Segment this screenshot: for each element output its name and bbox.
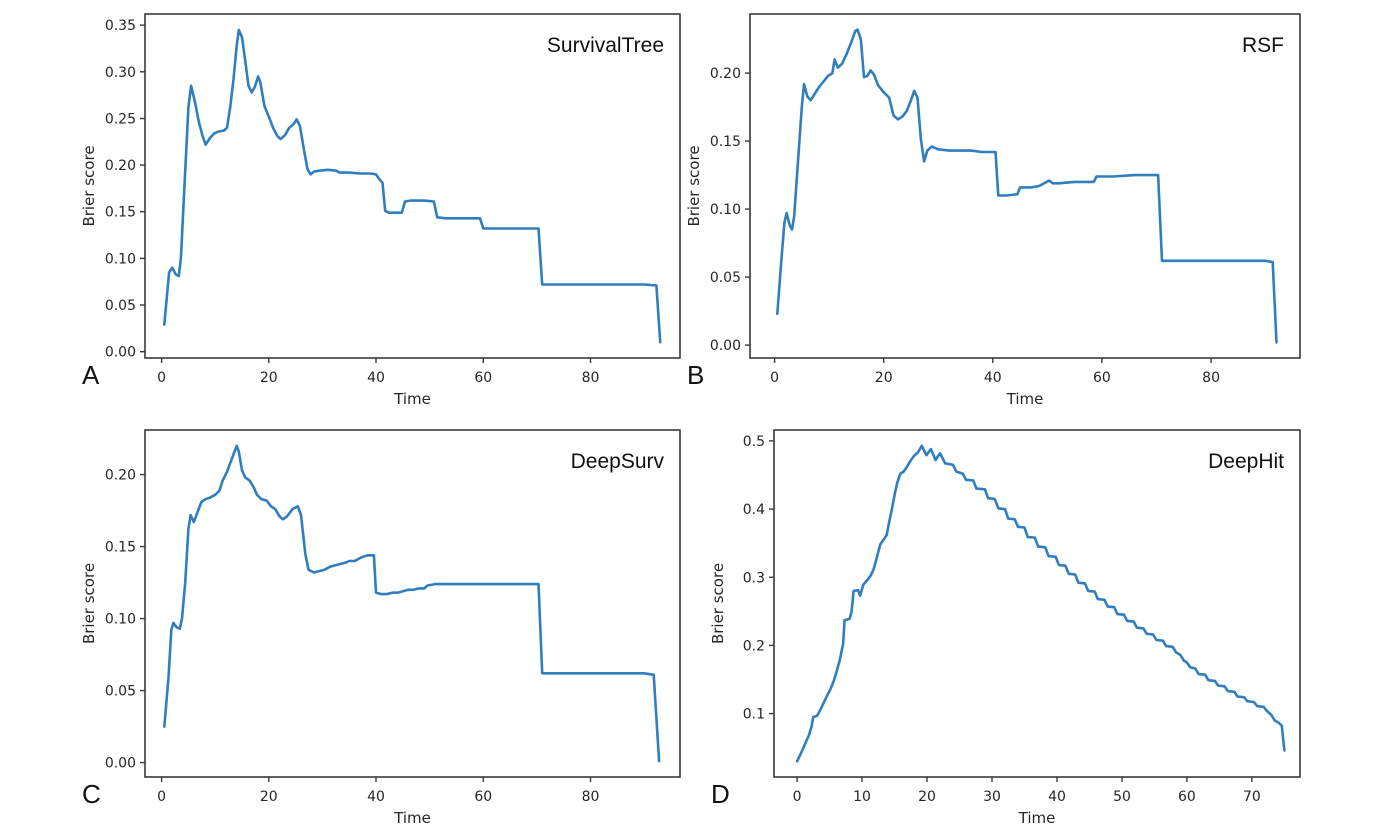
y-tick-label: 0.15 (105, 540, 136, 556)
y-tick-label: 0.15 (105, 205, 136, 221)
x-tick-label: 20 (260, 789, 278, 805)
plot-border (144, 13, 681, 359)
x-tick-label: 60 (474, 370, 492, 386)
panel-letter: B (687, 360, 704, 390)
y-tick-label: 0.5 (743, 434, 765, 450)
plot-border (773, 429, 1301, 778)
y-tick-label: 0.05 (105, 684, 136, 700)
plot-border (144, 429, 681, 778)
panel-B: 0 20 40 60 80 0.00 0.05 0.10 0.15 0.20 Time Brier s… (685, 13, 1301, 408)
x-tick-label: 60 (1093, 370, 1111, 386)
y-tick-label: 0.05 (105, 298, 136, 314)
x-tick-label: 70 (1243, 789, 1261, 805)
panel-D: 0 10 20 30 40 50 60 70 0.1 0.2 0.3 0.4 0.5 Time Brier … (709, 429, 1301, 827)
y-tick-label: 0.20 (710, 66, 741, 82)
x-tick-label: 60 (474, 789, 492, 805)
panel-letter: C (82, 779, 101, 809)
x-tick-label: 20 (875, 370, 893, 386)
x-tick-label: 80 (1202, 370, 1220, 386)
y-tick-label: 0.15 (710, 134, 741, 150)
panel-letter: D (711, 779, 730, 809)
x-axis-label: Time (393, 809, 431, 827)
panel-title: DeepHit (1208, 450, 1284, 473)
x-tick-label: 20 (260, 370, 278, 386)
x-tick-label: 40 (1048, 789, 1066, 805)
y-tick-label: 0.2 (743, 638, 765, 654)
x-axis-label: Time (1006, 390, 1044, 408)
y-tick-label: 0.00 (710, 338, 741, 354)
x-tick-label: 30 (983, 789, 1001, 805)
x-tick-label: 0 (157, 370, 166, 386)
panel-A: 0 20 40 60 80 0.00 0.05 0.10 0.15 0.20 0.25 0.30 0.3… (80, 13, 681, 408)
y-tick-label: 0.10 (105, 612, 136, 628)
plot-border (749, 13, 1301, 359)
y-axis-label: Brier score (80, 563, 98, 644)
x-tick-label: 40 (367, 370, 385, 386)
x-axis-label: Time (393, 390, 431, 408)
panel-title: RSF (1242, 34, 1284, 57)
line-series-SurvivalTree (163, 28, 662, 344)
x-tick-label: 80 (582, 370, 600, 386)
y-tick-label: 0.05 (710, 270, 741, 286)
x-tick-label: 40 (984, 370, 1002, 386)
y-tick-label: 0.3 (743, 570, 765, 586)
panel-title: SurvivalTree (547, 34, 664, 57)
y-tick-label: 0.30 (105, 65, 136, 81)
x-axis-label: Time (1018, 809, 1056, 827)
y-axis-label: Brier score (80, 145, 98, 226)
x-tick-label: 20 (918, 789, 936, 805)
x-tick-label: 80 (582, 789, 600, 805)
x-tick-label: 10 (853, 789, 871, 805)
y-tick-label: 0.10 (105, 251, 136, 267)
y-tick-label: 0.1 (743, 707, 765, 723)
x-tick-label: 60 (1178, 789, 1196, 805)
y-tick-label: 0.20 (105, 468, 136, 484)
line-series-DeepSurv (163, 444, 661, 763)
y-tick-label: 0.25 (105, 112, 136, 128)
y-tick-label: 0.00 (105, 345, 136, 361)
y-tick-label: 0.4 (743, 502, 765, 518)
x-tick-label: 40 (367, 789, 385, 805)
x-tick-label: 0 (157, 789, 166, 805)
y-axis-label: Brier score (685, 145, 703, 226)
panel-C: 0 20 40 60 80 0.00 0.05 0.10 0.15 0.20 Time Brier s… (80, 429, 681, 827)
y-tick-label: 0.10 (710, 202, 741, 218)
y-tick-label: 0.00 (105, 756, 136, 772)
y-tick-label: 0.35 (105, 18, 136, 34)
y-axis-label: Brier score (709, 563, 727, 644)
x-tick-label: 0 (793, 789, 802, 805)
line-series-RSF (775, 28, 1278, 344)
line-series-DeepHit (795, 444, 1286, 763)
x-tick-label: 0 (770, 370, 779, 386)
y-tick-label: 0.20 (105, 158, 136, 174)
x-tick-label: 50 (1113, 789, 1131, 805)
panel-letter: A (82, 360, 100, 390)
panel-title: DeepSurv (571, 450, 665, 473)
